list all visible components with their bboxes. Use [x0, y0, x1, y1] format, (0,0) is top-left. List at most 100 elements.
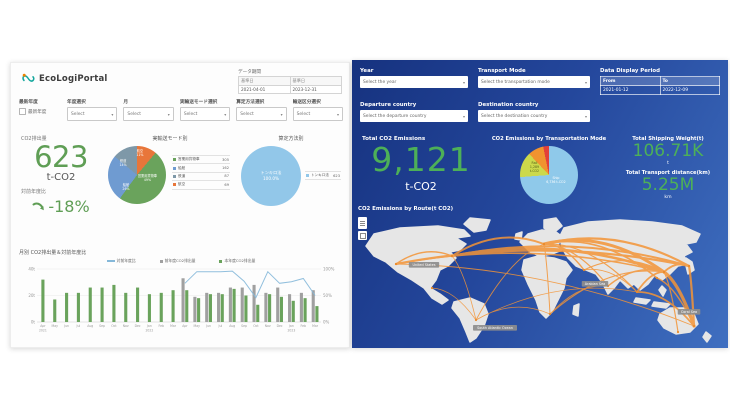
square-marker: [219, 259, 223, 263]
svg-text:Apr: Apr: [182, 324, 188, 328]
route-arc: [662, 270, 696, 328]
pie-center-label: トンキロ法 100.0%: [260, 170, 282, 181]
svg-text:0%: 0%: [323, 319, 330, 324]
co2-emissions-dashboard: Year Select the year ▾ Transport Mode Se…: [352, 60, 728, 348]
latest-year-checkbox[interactable]: [19, 108, 26, 115]
bar-current-year: [208, 294, 212, 322]
svg-text:Mar: Mar: [312, 324, 319, 328]
bar-current-year: [65, 292, 69, 322]
bar-prev-year: [193, 296, 197, 322]
svg-text:Oct: Oct: [253, 324, 259, 328]
svg-text:Jul: Jul: [76, 324, 81, 328]
emission-kpi-card: CO2排出量 623 t-CO2 対前年度比 -18%: [21, 135, 101, 216]
transport-mode-pie[interactable]: 航空 11% 営業用貨物車 49% 船舶 26% 鉄道 14%: [108, 146, 166, 204]
emissions-mode-pie[interactable]: Ship 6,736 t-CO2 Rail 1,289 t-CO2: [520, 146, 578, 204]
slider-icon: [360, 222, 365, 224]
bar-current-year: [53, 299, 57, 322]
transport-mode-legend: 営業用貨物車 305 船舶 162 鉄道 87 航空 69: [172, 155, 230, 190]
bar-prev-year: [240, 287, 244, 322]
segment-select-value: Select: [296, 111, 311, 117]
filter-bar: 最新年度 最新年度 年度選択 Select ▾ 月 Select ▾: [19, 99, 344, 121]
bar-current-year: [291, 300, 295, 322]
segment-filter: 輸送区分選択 Select ▾: [292, 99, 344, 121]
bar-prev-year: [299, 292, 303, 322]
latest-year-filter: 最新年度 最新年度: [19, 99, 61, 121]
svg-text:Mar: Mar: [170, 324, 177, 328]
month-select-value: Select: [127, 111, 141, 117]
transport-mode-filter-label: Transport Mode: [478, 68, 526, 74]
segment-select[interactable]: Select ▾: [292, 107, 344, 121]
latest-year-checkbox-row[interactable]: 最新年度: [19, 108, 61, 115]
emission-kpi-unit: t-CO2: [46, 172, 76, 184]
data-period-title: データ期間: [238, 70, 261, 75]
calc-method-filter-label: 算定方法選択: [236, 100, 265, 105]
route-world-map[interactable]: United States Arabian Sea Coral Sea South A…: [352, 216, 728, 348]
transport-distance-label: Total Transport distance(km): [625, 170, 711, 176]
chevron-down-icon: ▾: [280, 111, 283, 117]
bars-group[interactable]: [41, 278, 319, 322]
brand-logo: EcoLogiPortal: [21, 72, 108, 85]
bar-prev-year: [205, 292, 209, 322]
svg-text:May: May: [52, 324, 59, 328]
legend-marker: [173, 174, 176, 178]
svg-text:Nov: Nov: [265, 324, 271, 328]
route-arc: [451, 236, 545, 257]
monthly-bar-chart[interactable]: 40t 100% 20t 50% 0t 0% Apr May Jun Jul Aug Sep Oct No…: [19, 264, 343, 342]
shipping-weight-unit: t: [667, 160, 669, 166]
legend-marker: [306, 174, 309, 178]
calc-method-filter: 算定方法選択 Select ▾: [236, 99, 287, 121]
period-from-value: 2021-04-01: [238, 85, 291, 94]
map-zoom-button[interactable]: [358, 231, 367, 240]
year-select[interactable]: Select ▾: [67, 107, 118, 121]
year-select[interactable]: Select the year ▾: [360, 76, 468, 88]
transport-mode-select[interactable]: Select the transportation mode ▾: [478, 76, 590, 88]
data-display-period-box: Data Display Period From To 2021-01-12 2…: [600, 68, 720, 95]
route-arc: [656, 277, 695, 327]
calc-method-pie[interactable]: トンキロ法 100.0%: [241, 146, 301, 206]
shipping-weight-value: 106.71K: [632, 141, 704, 161]
transport-mode-select[interactable]: Select ▾: [179, 107, 231, 121]
svg-text:Aug: Aug: [229, 324, 235, 328]
bar-current-year: [232, 288, 236, 322]
departure-country-select-value: Select the departure country: [363, 113, 427, 119]
route-arc: [583, 260, 665, 273]
month-select[interactable]: Select ▾: [123, 107, 174, 121]
period-to-header: To: [659, 76, 720, 86]
route-arc: [663, 271, 679, 333]
emission-kpi-label: CO2排出量: [21, 136, 47, 142]
continents: [365, 217, 712, 343]
legend-marker: [173, 183, 176, 187]
bar-current-year: [268, 294, 272, 322]
total-emissions-unit: t-CO2: [405, 180, 437, 193]
svg-text:Sep: Sep: [241, 324, 247, 328]
year-filter-label: 年度選択: [67, 100, 86, 105]
destination-country-select[interactable]: Select the destination country ▾: [478, 110, 590, 122]
zoom-box-icon: [359, 232, 366, 239]
pie-slice-label: 船舶 26%: [122, 182, 130, 191]
data-display-period-table: From To 2021-01-12 2022-12-09: [600, 76, 720, 95]
transport-mode-filter: Transport Mode Select the transportation…: [478, 68, 590, 88]
svg-text:2021: 2021: [39, 329, 47, 333]
year-filter: 年度選択 Select ▾: [67, 99, 118, 121]
bar-current-year: [220, 294, 224, 322]
legend-row: トンキロ法 623: [305, 171, 341, 181]
period-header-to: 基準日: [289, 76, 342, 86]
route-map-title: CO2 Emissions by Route(t CO2): [358, 206, 454, 212]
pie-slice-label: 航空 11%: [136, 148, 144, 157]
svg-text:Dec: Dec: [277, 324, 283, 328]
bar-current-year: [171, 290, 175, 322]
calc-method-select[interactable]: Select ▾: [236, 107, 287, 121]
slider-icon: [360, 224, 365, 226]
bar-current-year: [159, 292, 163, 322]
legend-row: 営業用貨物車 305: [172, 155, 230, 165]
departure-country-select[interactable]: Select the departure country ▾: [360, 110, 468, 122]
transport-mode-pie-card: 実輸送モード別 航空 11% 営業用貨物車 49% 船舶 26% 鉄道 14% 営: [106, 135, 234, 204]
svg-text:United States: United States: [413, 263, 436, 267]
pie-slice-label: Rail 1,289 t-CO2: [529, 161, 540, 174]
trend-down-arrow-icon: [32, 202, 45, 211]
emissions-mode-pie-title: CO2 Emissions by Transportation Mode: [491, 136, 607, 142]
map-selection-tool-button[interactable]: [358, 217, 367, 229]
svg-text:50%: 50%: [323, 293, 332, 298]
bar-current-year: [303, 298, 307, 322]
